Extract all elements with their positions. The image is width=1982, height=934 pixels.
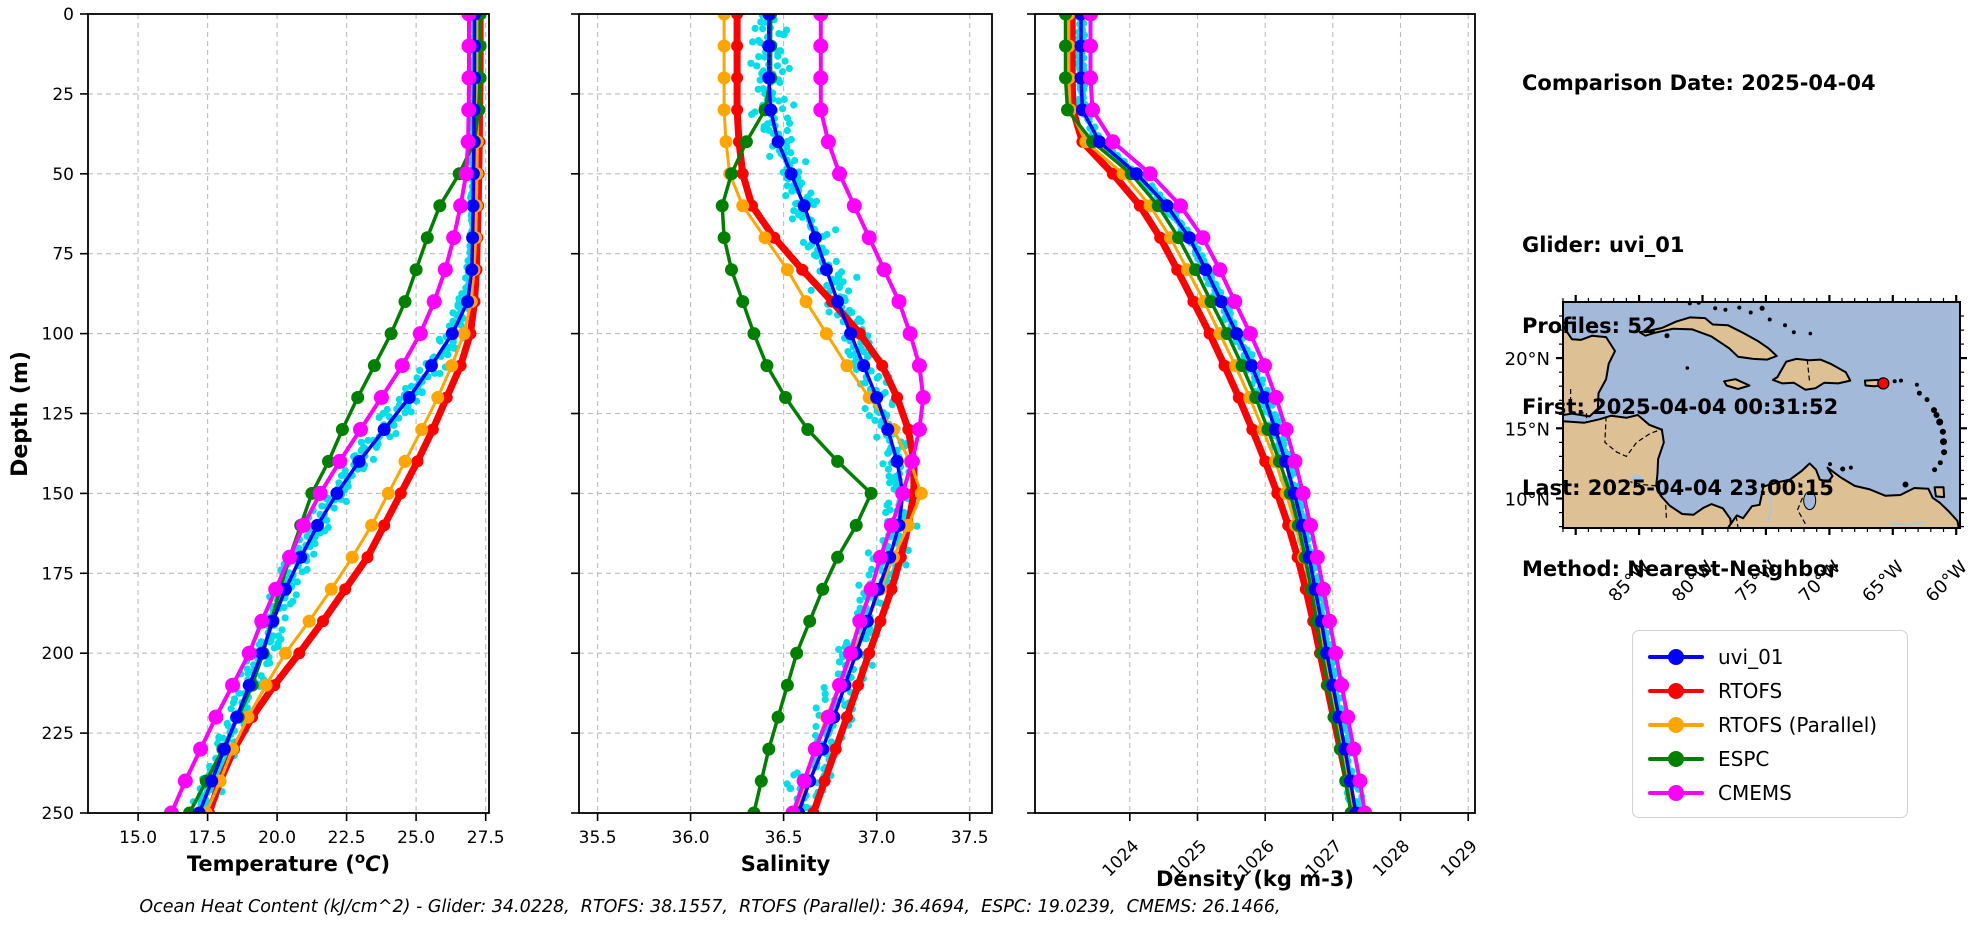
density-xtick-label: 1024 xyxy=(1099,836,1144,881)
depth-tick-label: 200 xyxy=(42,644,74,664)
depth-tick-label: 50 xyxy=(52,165,74,185)
legend-entry-label: ESPC xyxy=(1718,747,1770,771)
salinity-axis-label: Salinity xyxy=(741,852,831,876)
map-border xyxy=(1604,416,1663,458)
depth-tick-label: 75 xyxy=(52,245,74,265)
salinity-series-cmems xyxy=(785,14,931,813)
glider-name-text: Glider: uvi_01 xyxy=(1522,233,1685,257)
legend-entry-label: CMEMS xyxy=(1718,781,1792,805)
map-lake-maracaibo xyxy=(1803,491,1817,511)
map-small-islands xyxy=(1664,302,1948,488)
legend-entry-cmems: CMEMS xyxy=(1633,776,1907,810)
salinity-series-rtofs xyxy=(731,14,920,813)
legend-line-marker-icon xyxy=(1648,782,1704,804)
map-lat-label: 10°N xyxy=(1505,490,1550,511)
temperature-axis-label: Temperature (oC) xyxy=(187,849,390,876)
density-xtick-label: 1029 xyxy=(1437,836,1482,881)
legend-entry-label: RTOFS xyxy=(1718,679,1783,703)
density-axis-label: Density (kg m-3) xyxy=(1156,867,1354,891)
depth-tick-label: 175 xyxy=(42,564,74,584)
map-land-hispaniola xyxy=(1771,357,1852,391)
first-profile-time-text: First: 2025-04-04 00:31:52 xyxy=(1522,395,1839,419)
map-border xyxy=(1630,481,1657,487)
map-glider-position-marker xyxy=(1877,377,1890,390)
legend-entry-rtofs-parallel-: RTOFS (Parallel) xyxy=(1633,708,1907,742)
map-ticks xyxy=(1556,295,1967,535)
depth-tick-label: 250 xyxy=(42,804,74,824)
map-border xyxy=(1796,482,1806,525)
profiles-count-text: Profiles: 52 xyxy=(1522,314,1657,338)
comparison-date-text: Comparison Date: 2025-04-04 xyxy=(1522,71,1876,95)
temperature-xtick-label: 25.0 xyxy=(397,828,435,848)
map-river xyxy=(1890,521,1925,526)
salinity-ticks xyxy=(571,13,971,821)
legend-entry-rtofs: RTOFS xyxy=(1633,674,1907,708)
legend-entry-espc: ESPC xyxy=(1633,742,1907,776)
map-lake-nicaragua xyxy=(1631,474,1642,482)
depth-tick-label: 0 xyxy=(63,5,74,25)
depth-tick-label: 100 xyxy=(42,325,74,345)
map-river xyxy=(1767,485,1773,523)
legend-entry-label: RTOFS (Parallel) xyxy=(1718,713,1878,737)
density-series-uvi-01 xyxy=(1074,14,1363,813)
last-profile-time-text: Last: 2025-04-04 23:00:15 xyxy=(1522,476,1834,500)
legend-line-marker-icon xyxy=(1648,646,1704,668)
depth-axis-label: Depth (m) xyxy=(8,351,33,477)
info-gap xyxy=(1522,151,1876,178)
ocean-heat-content-caption: Ocean Heat Content (kJ/cm^2) - Glider: 3… xyxy=(139,897,1281,917)
map-lat-label: 20°N xyxy=(1505,349,1550,370)
map-border xyxy=(1806,359,1811,383)
temperature-ticks xyxy=(80,13,487,821)
salinity-xtick-label: 35.5 xyxy=(579,828,617,848)
legend-entry-label: uvi_01 xyxy=(1718,645,1784,669)
depth-tick-label: 125 xyxy=(42,405,74,425)
temperature-xtick-label: 20.0 xyxy=(258,828,296,848)
density-xtick-label: 1028 xyxy=(1369,836,1414,881)
salinity-glider-raw-profiles-scatter xyxy=(747,14,921,813)
map-land-trinidad xyxy=(1933,486,1946,499)
map-lat-label: 15°N xyxy=(1505,419,1550,440)
temperature-xtick-label: 27.5 xyxy=(467,828,505,848)
legend-line-marker-icon xyxy=(1648,748,1704,770)
info-panel: Comparison Date: 2025-04-04 Glider: uvi_… xyxy=(1522,16,1876,637)
map-land-cuba xyxy=(1638,316,1778,361)
density-ticks xyxy=(1027,13,1469,821)
plot-density xyxy=(1059,14,1373,813)
density-series-cmems xyxy=(1083,14,1373,813)
overview-map: 85°W 80°W 75°W 70°W 65°W 60°W20°N15°N10°N xyxy=(1505,295,1972,600)
map-lon-label: 60°W xyxy=(1922,557,1972,600)
temperature-xtick-label: 17.5 xyxy=(189,828,227,848)
salinity-xtick-label: 36.0 xyxy=(672,828,710,848)
salinity-xtick-label: 37.0 xyxy=(858,828,896,848)
profile-plots: 15.0 17.5 20.0 22.5 25.0 27.5 0 25 50 75 100 125 150… xyxy=(8,5,1482,891)
salinity-xtick-label: 36.5 xyxy=(765,828,803,848)
map-land-yucatan xyxy=(1563,324,1616,418)
plot-salinity xyxy=(715,14,931,813)
legend-line-marker-icon xyxy=(1648,714,1704,736)
map-border xyxy=(1665,504,1667,519)
temperature-xtick-label: 22.5 xyxy=(328,828,366,848)
depth-tick-label: 25 xyxy=(52,85,74,105)
plot-temperature xyxy=(163,14,487,813)
method-text: Method: Nearest-Neighbor xyxy=(1522,557,1838,581)
map-frame xyxy=(1562,301,1961,529)
legend: uvi_01 RTOFS RTOFS (Parallel) ESPC CMEMS xyxy=(1632,630,1908,818)
legend-entry-uvi-01: uvi_01 xyxy=(1633,640,1907,674)
temperature-xtick-label: 15.0 xyxy=(119,828,157,848)
temperature-series-cmems xyxy=(163,14,477,813)
map-border xyxy=(1735,515,1739,528)
map-land-south-america xyxy=(1726,462,1960,528)
depth-tick-label: 150 xyxy=(42,484,74,504)
legend-line-marker-icon xyxy=(1648,680,1704,702)
map-border xyxy=(1569,389,1588,423)
salinity-xtick-label: 37.5 xyxy=(951,828,989,848)
map-land-jamaica xyxy=(1723,378,1751,390)
depth-tick-label: 225 xyxy=(42,724,74,744)
map-land-layer xyxy=(1563,302,1960,528)
